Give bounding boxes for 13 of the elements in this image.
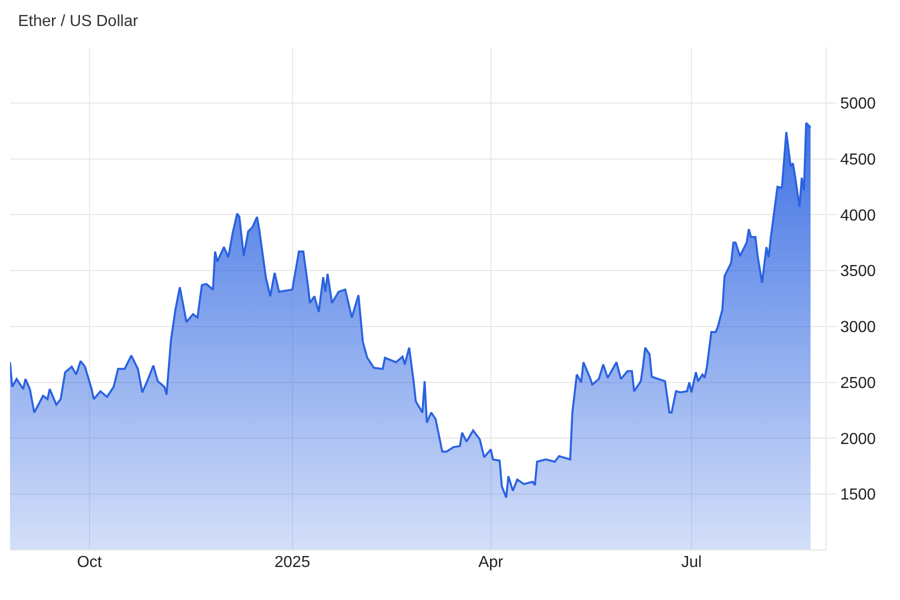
y-tick-label: 1500 bbox=[840, 486, 876, 504]
y-tick-label: 4500 bbox=[840, 151, 876, 168]
y-tick-label: 4000 bbox=[840, 207, 876, 224]
chart-title: Ether / US Dollar bbox=[18, 13, 139, 30]
y-tick-label: 5000 bbox=[840, 95, 876, 112]
x-tick-label: 2025 bbox=[274, 554, 310, 571]
x-tick-label: Apr bbox=[478, 554, 504, 571]
x-tick-label: Jul bbox=[681, 554, 702, 571]
y-tick-label: 3000 bbox=[840, 319, 876, 336]
y-tick-label: 3500 bbox=[840, 263, 876, 280]
x-tick-label: Oct bbox=[76, 554, 102, 571]
y-tick-label: 2000 bbox=[840, 430, 876, 448]
y-tick-label: 2500 bbox=[840, 374, 876, 392]
